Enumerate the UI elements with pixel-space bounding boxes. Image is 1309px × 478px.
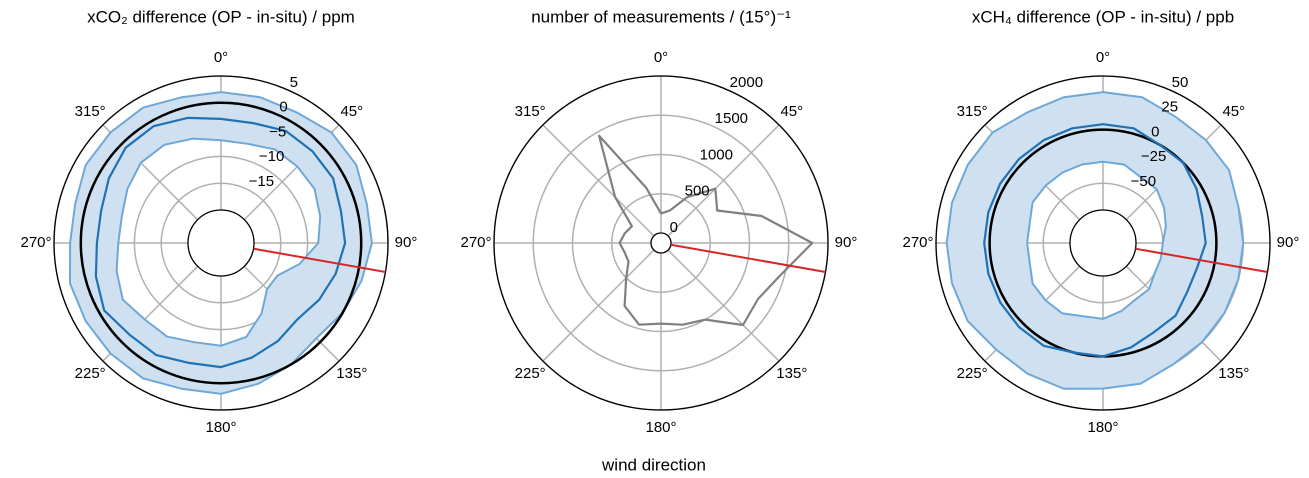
r-tick-label: −5 [269,123,286,140]
center-hole [650,232,672,254]
theta-tick-label: 90° [395,234,418,251]
theta-tick-label: 180° [205,419,236,436]
r-tick-label: 0 [279,99,287,116]
theta-tick-label: 0° [654,49,668,66]
theta-tick-label: 90° [1277,234,1300,251]
theta-tick-label: 315° [515,103,546,120]
theta-tick-label: 90° [835,234,858,251]
data-line [94,116,347,369]
theta-tick-label: 45° [340,103,363,120]
r-tick-label: −50 [1131,173,1156,190]
center-hole [187,209,255,277]
grid-spoke [542,124,655,237]
band-upper-edge [945,91,1245,390]
data-line [983,123,1207,358]
chart-title: xCO₂ difference (OP - in-situ) / ppm [87,7,355,26]
chart-title: number of measurements / (15°)⁻¹ [531,7,791,26]
r-tick-label: 0 [670,219,678,236]
r-tick-label: 0 [1151,123,1159,140]
r-tick-label: −15 [249,173,274,190]
theta-tick-label: 180° [1087,419,1118,436]
grid-spoke [667,124,780,237]
r-tick-label: 500 [685,183,710,200]
theta-tick-label: 225° [957,365,988,382]
zero-circle [79,101,363,385]
r-tick-label: 50 [1172,74,1189,91]
theta-tick-label: 0° [1096,49,1110,66]
chart-title: xCH₄ difference (OP - in-situ) / ppb [972,7,1234,26]
band-lower-edge [115,137,322,347]
outer-frame [935,75,1271,411]
theta-tick-label: 180° [645,419,676,436]
band-area [70,92,372,394]
outer-frame [53,75,389,411]
theta-tick-label: 135° [1218,365,1249,382]
wind-marker [1135,247,1268,273]
center-hole [1069,209,1137,277]
r-tick-label: 5 [290,74,298,91]
r-tick-label: 1500 [715,110,748,127]
band-lower-edge [1026,160,1167,320]
theta-tick-label: 135° [336,365,367,382]
theta-tick-label: 270° [902,234,933,251]
theta-tick-label: 225° [515,365,546,382]
theta-tick-label: 225° [75,365,106,382]
theta-tick-label: 315° [75,103,106,120]
wind-marker [253,247,386,273]
grid-spoke [667,249,780,362]
outer-frame [493,75,829,411]
theta-tick-label: 270° [460,234,491,251]
figure-x-label: wind direction [601,455,706,474]
theta-tick-label: 45° [780,103,803,120]
band-upper-edge [68,91,373,395]
wind-marker [670,243,826,273]
r-tick-label: −25 [1141,148,1166,165]
data-line [598,134,814,327]
r-tick-label: 2000 [730,74,763,91]
theta-tick-label: 135° [776,365,807,382]
theta-tick-label: 0° [214,49,228,66]
r-tick-label: 25 [1161,99,1178,116]
r-tick-label: 1000 [700,146,733,163]
r-tick-label: −10 [259,148,284,165]
theta-tick-label: 45° [1222,103,1245,120]
theta-tick-label: 315° [957,103,988,120]
theta-tick-label: 270° [20,234,51,251]
grid-spoke [542,249,655,362]
